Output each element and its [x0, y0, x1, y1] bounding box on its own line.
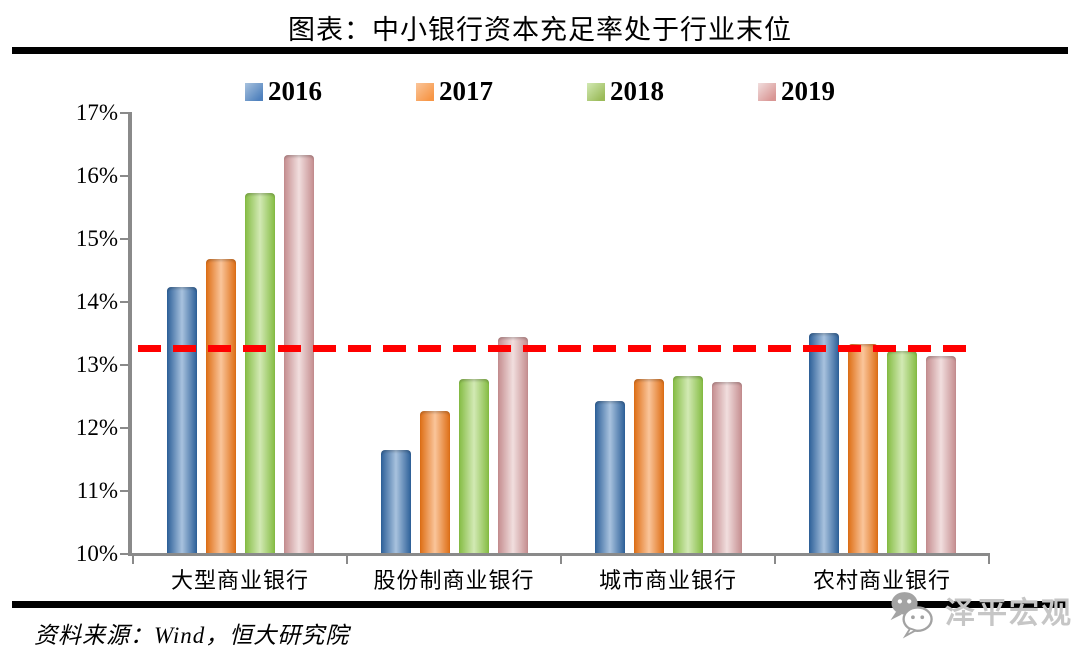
bar-2016-股份制商业银行: [380, 450, 411, 553]
bar-2018-农村商业银行: [886, 350, 917, 553]
legend-item-2019: 2019: [758, 78, 835, 105]
watermark-text: 泽平宏观: [945, 597, 1073, 630]
bar-2018-城市商业银行: [672, 376, 703, 553]
category-label: 股份制商业银行: [373, 568, 535, 593]
y-axis-tick: [120, 553, 128, 555]
bar-group-大型商业银行: [133, 0, 347, 553]
y-axis-tick: [120, 301, 128, 303]
legend-label: 2018: [610, 76, 664, 106]
bar-group-城市商业银行: [561, 0, 775, 553]
y-axis-label: 14%: [75, 289, 118, 314]
y-axis-label: 15%: [75, 226, 118, 251]
legend-label: 2016: [268, 76, 322, 106]
bar-2018-股份制商业银行: [458, 378, 489, 553]
x-axis-tick: [560, 554, 562, 564]
category-label: 大型商业银行: [170, 568, 309, 593]
y-axis-label: 10%: [75, 541, 118, 566]
legend-label: 2017: [439, 76, 493, 106]
legend-swatch-icon: [416, 82, 434, 101]
y-axis-label: 16%: [75, 163, 118, 188]
bar-group-股份制商业银行: [347, 0, 561, 553]
source-note: 资料来源：Wind，恒大研究院: [34, 623, 350, 648]
bar-2019-大型商业银行: [283, 154, 314, 553]
x-axis: [128, 553, 990, 556]
top-divider-rule: [12, 47, 1068, 54]
y-axis-label: 12%: [75, 415, 118, 440]
bar-2017-大型商业银行: [205, 259, 236, 553]
category-label: 农村商业银行: [812, 568, 951, 593]
x-axis-tick: [988, 554, 990, 564]
watermark: 泽平宏观: [884, 588, 1073, 640]
bar-2016-大型商业银行: [166, 286, 197, 553]
bar-2017-股份制商业银行: [419, 410, 450, 553]
y-axis-tick: [120, 238, 128, 240]
y-axis-tick: [120, 364, 128, 366]
x-axis-tick: [774, 554, 776, 564]
bar-2017-城市商业银行: [633, 379, 664, 553]
x-axis-tick: [132, 554, 134, 564]
bar-2018-大型商业银行: [244, 192, 275, 553]
x-axis-tick: [346, 554, 348, 564]
legend-swatch-icon: [245, 82, 263, 101]
y-axis-tick: [120, 112, 128, 114]
y-axis: [128, 112, 132, 556]
y-axis-tick: [120, 427, 128, 429]
bar-2016-农村商业银行: [808, 332, 839, 553]
legend-item-2018: 2018: [587, 78, 664, 105]
y-axis-tick: [120, 490, 128, 492]
y-axis-label: 17%: [75, 100, 118, 125]
bar-2017-农村商业银行: [847, 343, 878, 553]
bar-2019-城市商业银行: [711, 382, 742, 553]
chart-legend: 2016 2017 2018 2019: [0, 78, 1080, 105]
category-label: 城市商业银行: [598, 568, 737, 593]
bottom-divider-rule: [12, 601, 1068, 608]
y-axis-label: 11%: [76, 478, 118, 503]
y-axis-label: 13%: [75, 352, 118, 377]
legend-label: 2019: [781, 76, 835, 106]
chart-title: 图表：中小银行资本充足率处于行业末位: [288, 15, 792, 45]
wechat-icon: [890, 592, 933, 639]
bar-2019-农村商业银行: [925, 355, 956, 553]
bar-group-农村商业银行: [775, 0, 989, 553]
legend-swatch-icon: [758, 82, 776, 101]
bar-2019-股份制商业银行: [497, 336, 528, 553]
legend-swatch-icon: [587, 82, 605, 101]
y-axis-tick: [120, 175, 128, 177]
reference-line: [138, 345, 971, 352]
legend-item-2016: 2016: [245, 78, 322, 105]
bar-2016-城市商业银行: [594, 400, 625, 553]
legend-item-2017: 2017: [416, 78, 493, 105]
